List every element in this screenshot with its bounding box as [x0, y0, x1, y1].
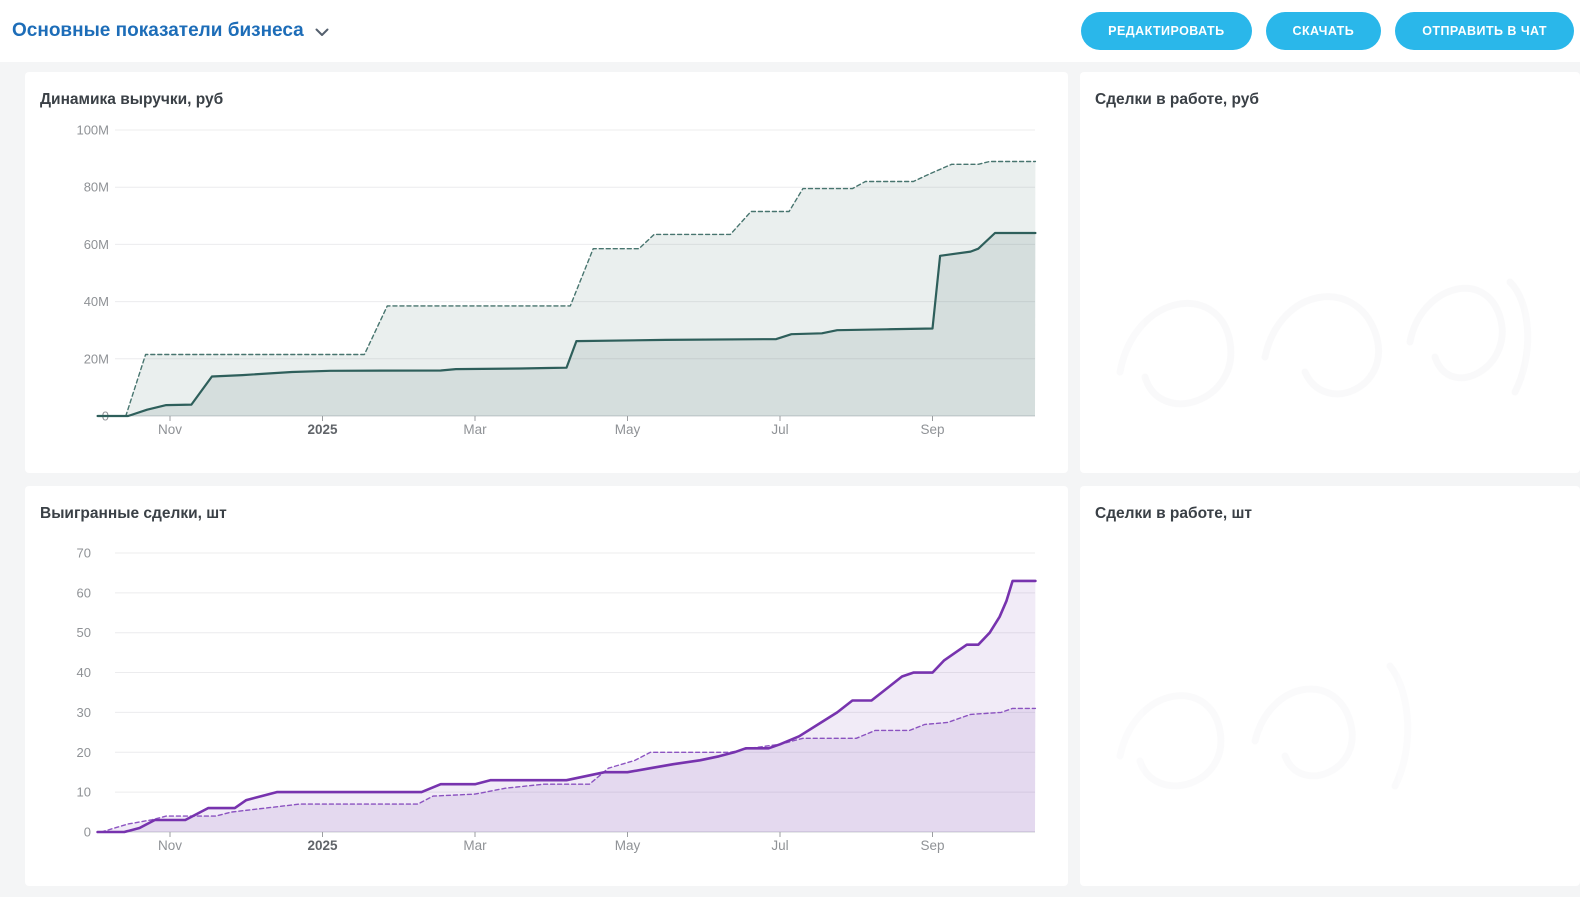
- revenue-fact-solid-area: [97, 233, 1036, 416]
- won-deals-plan-dashed-line: [100, 707, 1037, 833]
- x-axis-label: Mar: [463, 422, 487, 437]
- y-axis-label: 60M: [84, 237, 109, 252]
- dashboard-grid: Динамика выручки, руб 0 20M 40M 60M 80M 100M N…: [25, 72, 1580, 886]
- chevron-down-icon: [315, 28, 329, 36]
- send-to-chat-button[interactable]: ОТПРАВИТЬ В ЧАТ: [1395, 12, 1574, 50]
- panel-revenue: Динамика выручки, руб 0 20M 40M 60M 80M 100M N…: [25, 72, 1068, 473]
- panel-won-deals: Выигранные сделки, шт 0 10 20 30 40 50 60 70 Nov…: [25, 486, 1068, 886]
- y-axis-label: 80M: [84, 180, 109, 195]
- panel-deals-rub-title: Сделки в работе, руб: [1095, 91, 1259, 108]
- y-axis-label: 30: [77, 705, 91, 720]
- revenue-plan-dashed-line: [96, 160, 1037, 417]
- x-axis-label: 2025: [307, 838, 338, 853]
- x-axis-label: 2025: [307, 422, 338, 437]
- revenue-plan-dashed-area: [97, 161, 1036, 416]
- won-deals-area-chart[interactable]: 0 10 20 30 40 50 60 70 Nov 2025 Mar May Jul Sep: [25, 486, 1068, 886]
- faint-watermark-sketch: [1090, 192, 1570, 452]
- y-axis-label: 10: [77, 785, 91, 800]
- report-title-dropdown[interactable]: Основные показатели бизнеса: [12, 20, 329, 42]
- y-axis-label: 20M: [84, 351, 109, 366]
- panel-revenue-title: Динамика выручки, руб: [40, 91, 224, 108]
- y-axis-label: 100M: [76, 123, 109, 138]
- y-axis-label: 70: [77, 545, 91, 560]
- y-axis-label: 20: [77, 745, 91, 760]
- panel-deals-qty: Сделки в работе, шт: [1080, 486, 1580, 886]
- won-deals-fact-solid-area: [97, 580, 1036, 832]
- x-axis-label: Sep: [920, 422, 944, 437]
- edit-button[interactable]: РЕДАКТИРОВАТЬ: [1081, 12, 1252, 50]
- y-axis-label: 0: [84, 825, 91, 840]
- x-axis-label: Jul: [771, 838, 788, 853]
- faint-watermark-sketch: [1090, 606, 1470, 826]
- x-axis-label: Mar: [463, 838, 487, 853]
- x-axis-label: Nov: [158, 838, 182, 853]
- x-axis-label: Nov: [158, 422, 182, 437]
- won-deals-plan-dashed-area: [101, 708, 1036, 832]
- x-axis-label: May: [615, 422, 641, 437]
- y-axis-label: 40M: [84, 294, 109, 309]
- x-axis-label: May: [615, 838, 641, 853]
- y-axis-label: 50: [77, 625, 91, 640]
- download-button[interactable]: СКАЧАТЬ: [1265, 12, 1382, 50]
- panel-deals-rub: Сделки в работе, руб: [1080, 72, 1580, 473]
- y-axis-label: 60: [77, 585, 91, 600]
- revenue-fact-solid-line: [96, 231, 1037, 418]
- header-actions: РЕДАКТИРОВАТЬ СКАЧАТЬ ОТПРАВИТЬ В ЧАТ: [1081, 12, 1574, 50]
- page-title: Основные показатели бизнеса: [12, 20, 304, 41]
- panel-won-deals-title: Выигранные сделки, шт: [40, 505, 227, 522]
- panel-deals-qty-title: Сделки в работе, шт: [1095, 505, 1253, 522]
- y-axis-label: 40: [77, 665, 91, 680]
- x-axis-label: Sep: [920, 838, 944, 853]
- won-deals-fact-solid-line: [96, 579, 1037, 834]
- top-bar: Основные показатели бизнеса РЕДАКТИРОВАТ…: [0, 0, 1580, 62]
- x-axis-label: Jul: [771, 422, 788, 437]
